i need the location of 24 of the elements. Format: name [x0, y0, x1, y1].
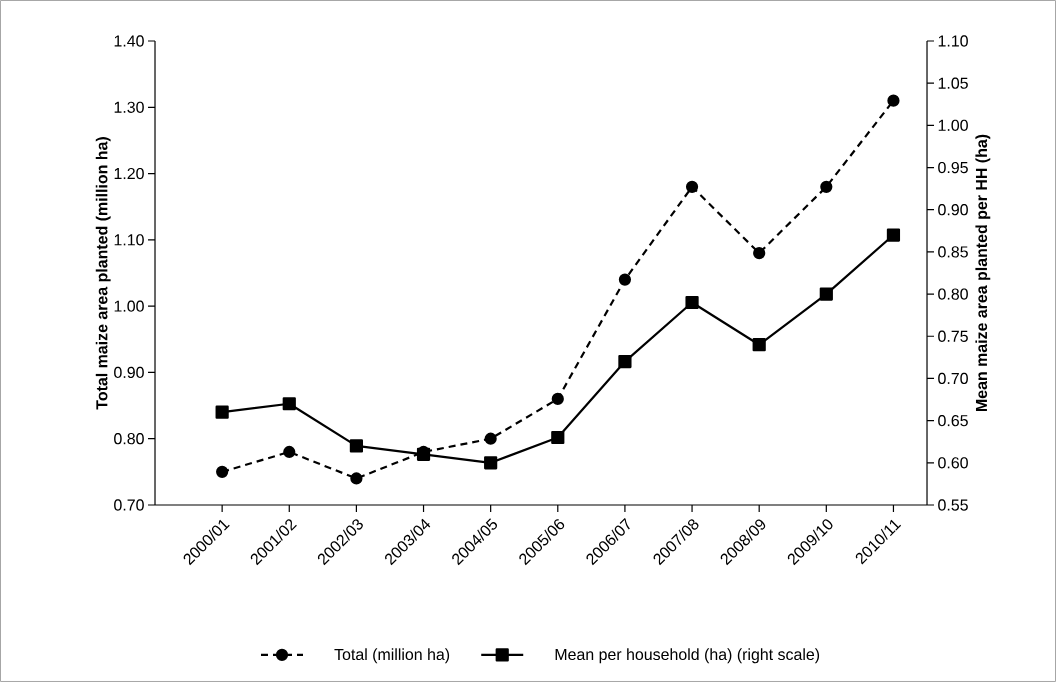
- y2-tick-label: 1.00: [938, 119, 968, 131]
- y2-tick-label: 1.10: [938, 35, 968, 47]
- y-tick-label: 0.80: [114, 433, 144, 445]
- legend-label: Mean per household (ha) (right scale): [555, 648, 820, 664]
- y2-tick-label: 0.70: [938, 372, 968, 385]
- y2-tick-label: 0.95: [938, 161, 968, 174]
- y2-axis-title: Mean maize area planted per HH (ha): [975, 134, 991, 411]
- y-tick-label: 1.00: [114, 300, 144, 312]
- y2-tick-label: 0.85: [938, 246, 968, 258]
- y2-tick-label: 0.90: [938, 204, 968, 216]
- y-tick-label: 1.10: [114, 234, 144, 246]
- y2-tick-label: 0.65: [938, 414, 968, 427]
- y2-tick-label: 0.55: [938, 499, 968, 511]
- legend-label: Total (million ha): [334, 648, 450, 664]
- y-tick-label: 1.40: [114, 35, 144, 47]
- y-tick-label: 1.20: [114, 167, 144, 180]
- y-tick-label: 0.90: [114, 366, 144, 379]
- y-tick-label: 1.30: [114, 101, 144, 113]
- y2-tick-label: 0.75: [938, 330, 968, 342]
- y2-tick-label: 0.60: [938, 457, 968, 469]
- y2-tick-label: 1.05: [938, 77, 968, 89]
- y-tick-label: 0.70: [114, 499, 144, 511]
- y-axis-title: Total maize area planted (million ha): [95, 137, 111, 410]
- y2-tick-label: 0.80: [938, 288, 968, 300]
